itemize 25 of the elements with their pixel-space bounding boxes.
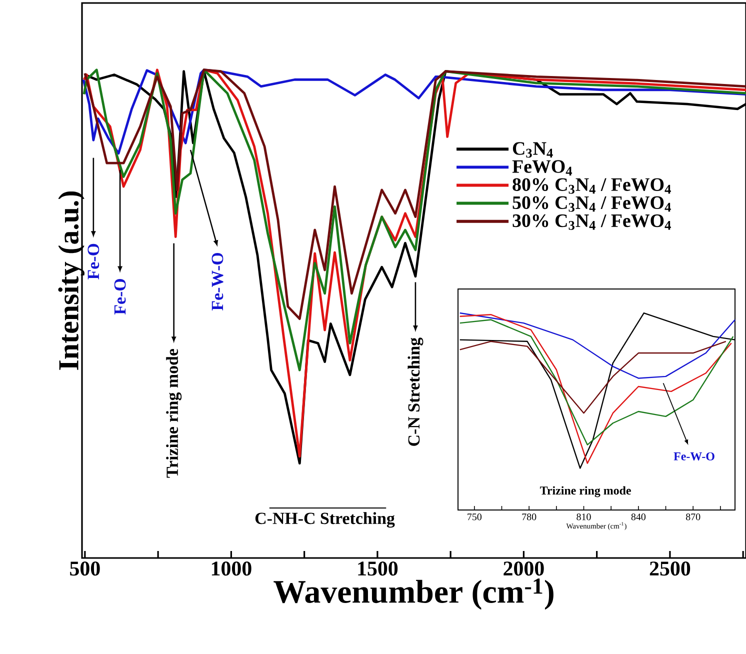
- annotation: Trizine ring mode: [540, 486, 631, 498]
- x-tick-label: 2000: [504, 562, 544, 576]
- legend-label: 50% C$_{3}$N$_{4}$ / FeWO$_{4}$: [512, 196, 671, 212]
- annotation: Fe-W-O: [674, 452, 714, 460]
- legend-label: 80% C$_{3}$N$_{4}$ / FeWO$_{4}$: [512, 178, 671, 194]
- legend-label: C$_{3}$N$_{4}$: [512, 142, 553, 158]
- x-tick-label: 840: [631, 514, 646, 520]
- x-tick-label: 2500: [650, 562, 690, 576]
- legend-label: FeWO$_{4}$: [512, 160, 572, 176]
- annotation: Trizine ring mode: [166, 348, 182, 478]
- x-tick-label: 810: [576, 514, 591, 520]
- annotation: Fe-W-O: [212, 252, 224, 310]
- annotation: C-NH-C Stretching: [255, 512, 395, 528]
- legend-label: 30% C$_{3}$N$_{4}$ / FeWO$_{4}$: [512, 214, 671, 230]
- annotation: Fe-O: [88, 244, 100, 280]
- y-axis-title: Intensity (a.u.): [58, 191, 84, 370]
- x-tick-label: 500: [70, 562, 100, 576]
- x-tick-label: 1500: [358, 562, 398, 576]
- x-tick-label: 750: [468, 514, 482, 520]
- annotation: Fe-O: [114, 278, 126, 315]
- x-tick-label: 780: [522, 514, 536, 520]
- annotation: C-N Stretching: [408, 338, 424, 446]
- x-tick-label: 870: [686, 514, 700, 520]
- x-axis-title: Wavenumber (cm$^{-1}$): [274, 578, 554, 610]
- x-tick-label: 1000: [212, 562, 252, 576]
